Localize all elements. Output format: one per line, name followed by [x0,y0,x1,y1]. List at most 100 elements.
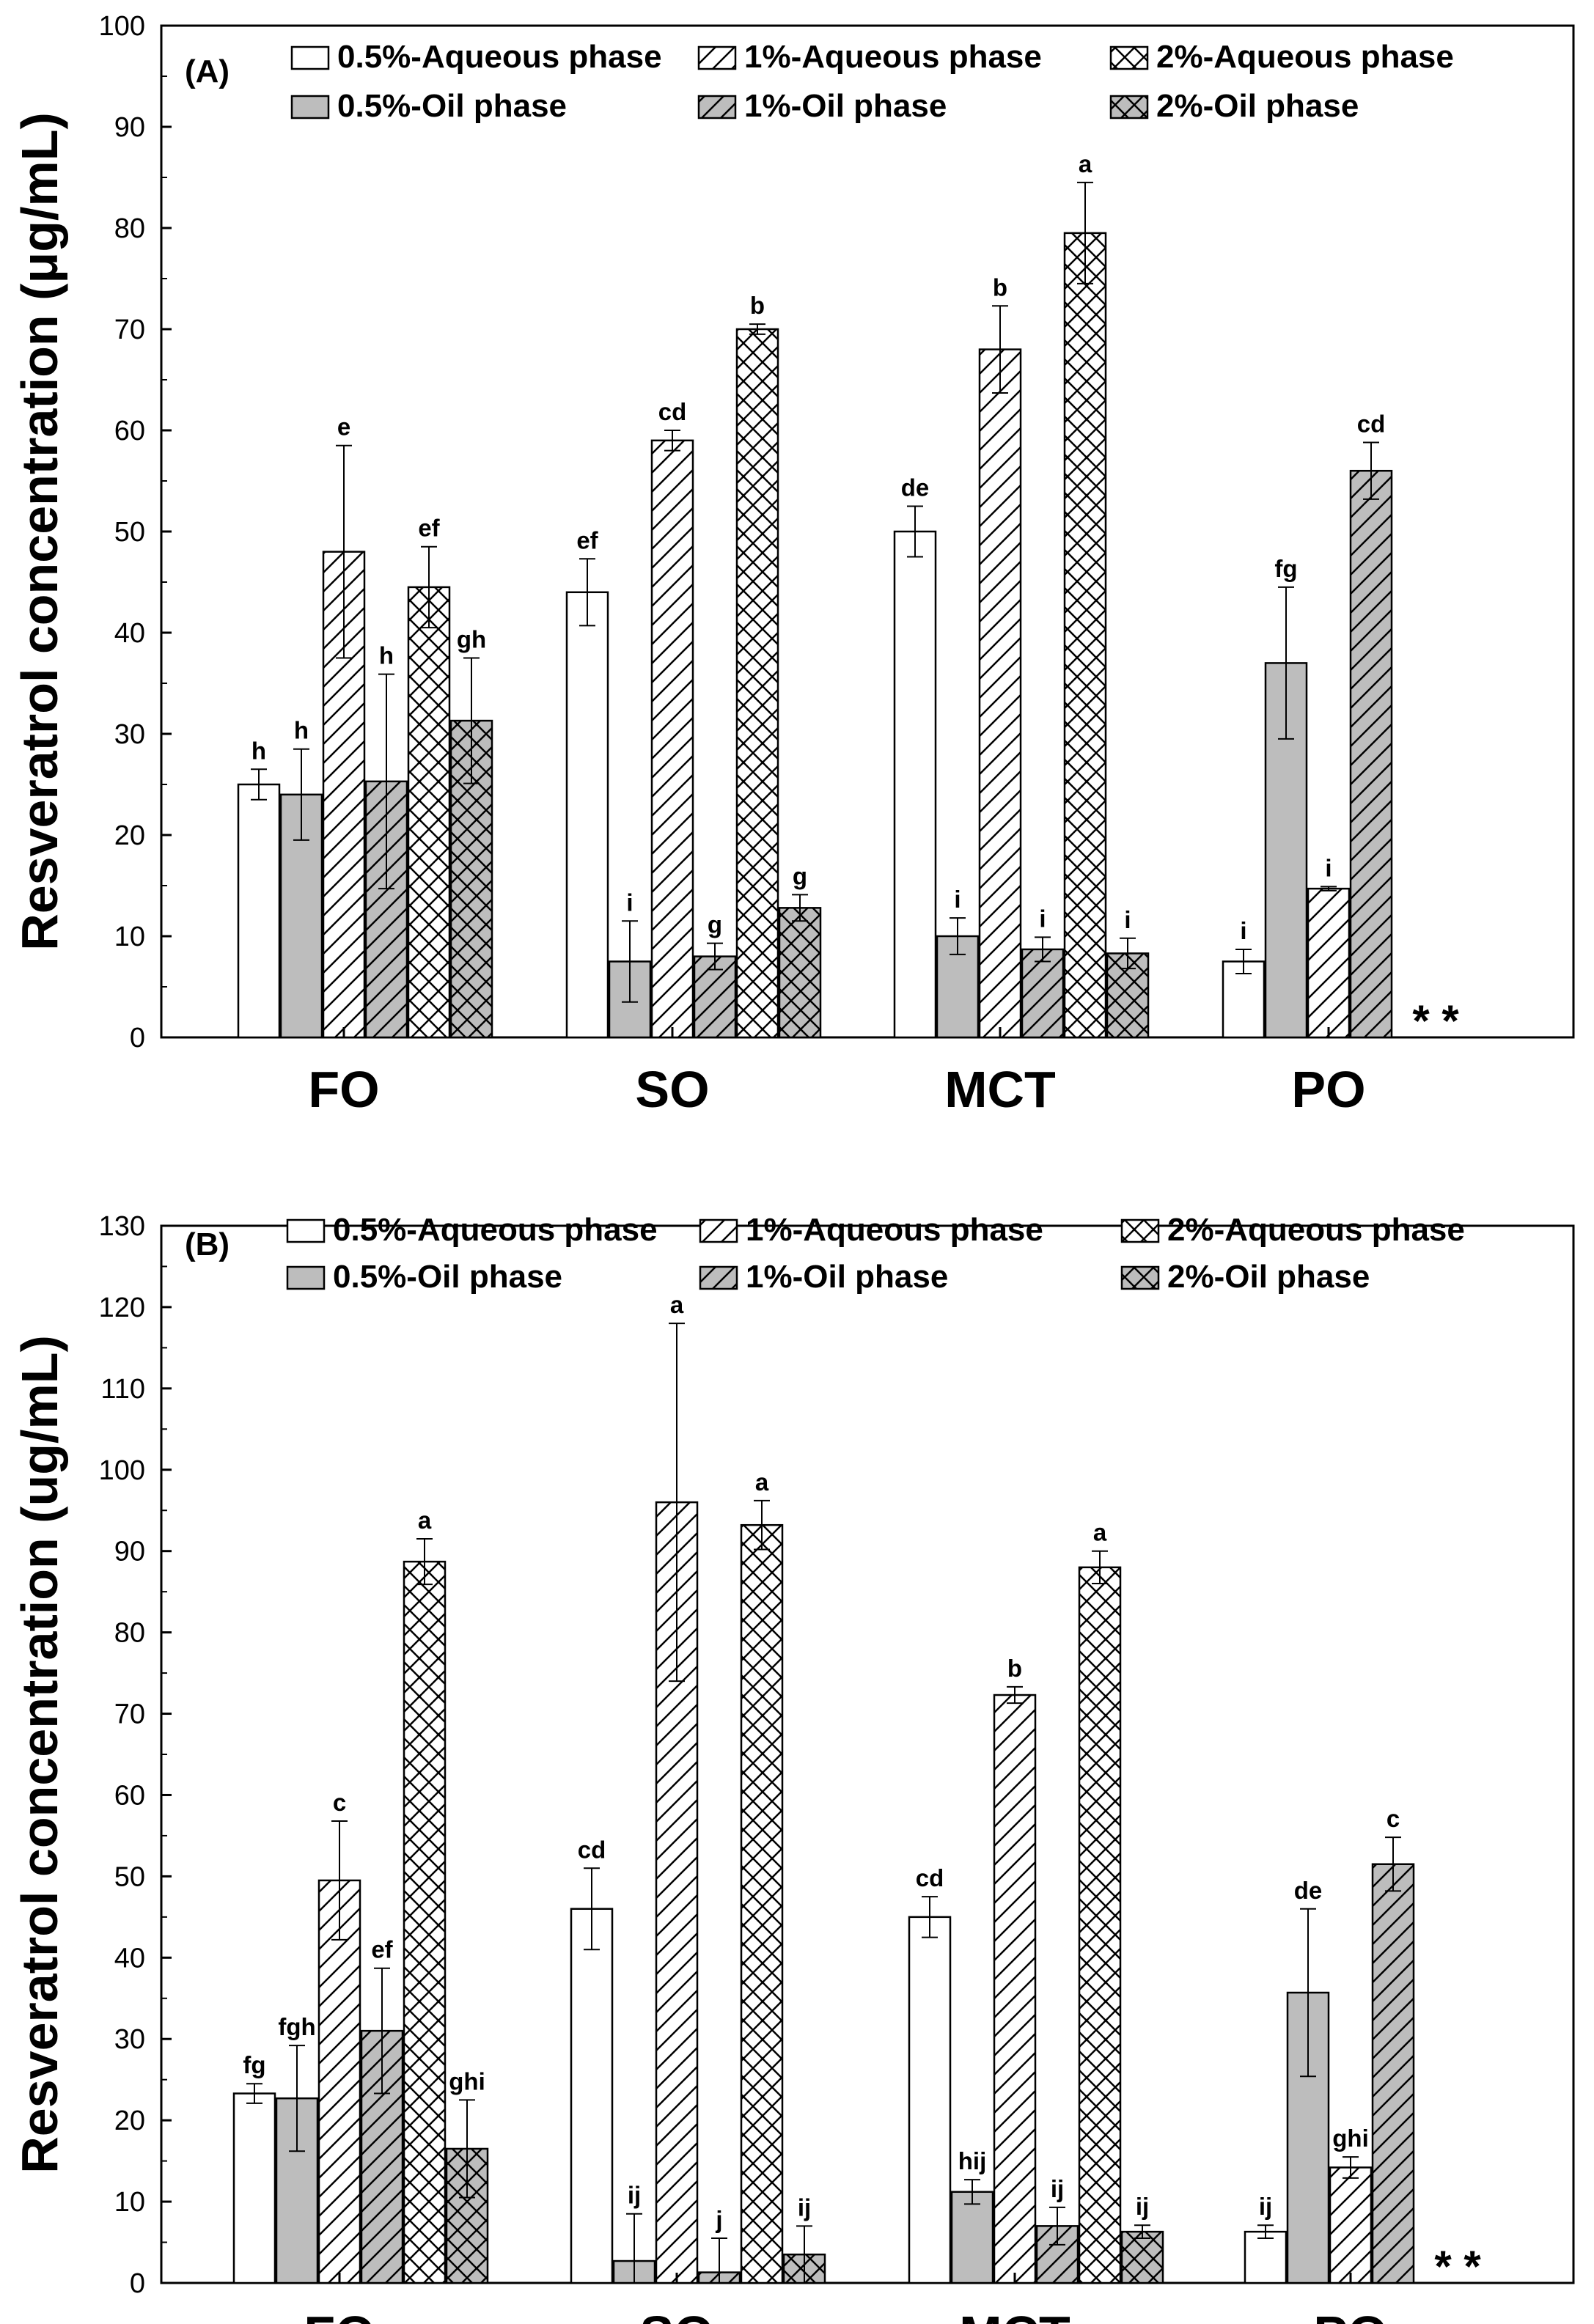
bar [317,1879,361,2284]
y-tick-label: 100 [99,1455,145,1486]
legend-swatch [699,1218,738,1243]
significance-label: a [1093,1519,1107,1546]
y-tick-label: 90 [114,112,145,143]
legend-entry: 1%-Aqueous phase [746,1212,1043,1248]
significance-label: fg [1274,555,1297,582]
significance-label: cd [1357,411,1386,438]
significance-label: i [1240,917,1246,944]
panel-label: (B) [185,1227,229,1262]
legend-entry: 2%-Aqueous phase [1167,1212,1465,1248]
y-tick-label: 70 [114,1699,145,1730]
annotation: * * [1434,2242,1481,2291]
x-category-label: MCT [944,1061,1056,1118]
legend-swatch [1109,45,1149,70]
legend-swatch [697,45,737,70]
bar [1371,1863,1415,2284]
y-tick-label: 70 [114,315,145,345]
legend-entry: 2%-Oil phase [1156,88,1359,124]
y-tick-label: 0 [130,1023,145,1053]
bar [1120,2230,1164,2284]
significance-label: a [418,1507,432,1534]
significance-label: de [901,474,930,501]
x-category-label: FO [308,1061,379,1118]
significance-label: e [337,413,350,441]
x-category-label: FO [304,2306,375,2324]
legend-swatch [1109,95,1149,119]
significance-label: cd [916,1864,944,1891]
significance-label: ij [628,2182,641,2209]
y-axis-label: Resveratrol concentration (μg/mL) [11,112,68,951]
significance-label: hij [958,2147,987,2174]
chart-panel-a: 0 10 20 30 40 50 60 70 80 90 100 Resveratrol concen… [11,11,1575,1118]
bar [978,348,1022,1039]
significance-label: a [670,1291,684,1318]
significance-label: fg [243,2051,265,2078]
y-tick-label: 60 [114,1780,145,1811]
y-tick-label: 60 [114,416,145,446]
legend-entry: 0.5%-Oil phase [333,1259,562,1295]
y-tick-label: 40 [114,618,145,649]
y-tick-label: 100 [99,11,145,42]
legend-entry: 1%-Aqueous phase [744,39,1042,75]
legend-swatch [286,1218,326,1243]
annotation: * * [1412,996,1459,1045]
bar [1063,232,1107,1039]
significance-label: i [1039,905,1046,932]
bar [570,1908,614,2284]
significance-label: ghi [1332,2125,1368,2152]
bar [1349,469,1393,1039]
x-category-label: SO [635,1061,709,1118]
x-category-label: SO [639,2306,713,2324]
significance-label: cd [578,1836,606,1863]
y-tick-label: 30 [114,719,145,750]
bar [893,530,937,1039]
significance-label: ef [576,526,598,554]
significance-label: b [993,273,1007,301]
significance-label: ef [371,1936,393,1963]
y-tick-label: 30 [114,2024,145,2055]
significance-label: b [1007,1655,1022,1682]
legend-entry: 1%-Oil phase [744,88,947,124]
bar [1329,2166,1373,2284]
significance-label: g [708,911,722,938]
y-tick-label: 10 [114,2187,145,2218]
significance-label: i [1325,854,1332,881]
significance-label: ij [798,2194,811,2221]
y-tick-label: 80 [114,213,145,244]
y-tick-label: 90 [114,1537,145,1567]
significance-label: ef [418,515,440,542]
bar [740,1523,784,2284]
legend-swatch [697,95,737,119]
significance-label: a [755,1468,769,1496]
significance-label: cd [658,398,687,425]
y-tick-label: 50 [114,517,145,548]
significance-label: ij [1259,2193,1272,2220]
significance-label: h [294,717,309,744]
panel-label: (A) [185,54,229,89]
chart-panel-b: 0 10 20 30 40 50 60 70 80 90 100 110 120 130 Resveratr… [11,1211,1575,2324]
legend-entry: 0.5%-Oil phase [337,88,567,124]
y-axis-label: Resveratrol concentration (ug/mL) [11,1335,68,2174]
legend-entry: 2%-Oil phase [1167,1259,1370,1295]
y-tick-label: 20 [114,2106,145,2136]
bar [1244,2230,1288,2284]
legend-swatch [286,1265,326,1290]
significance-label: h [379,642,394,669]
significance-label: i [626,889,633,916]
legend-swatch [290,45,330,70]
y-tick-label: 40 [114,1943,145,1974]
legend-entry: 0.5%-Aqueous phase [333,1212,658,1248]
y-tick-label: 0 [130,2268,145,2299]
y-tick-label: 130 [99,1211,145,1242]
significance-label: ij [1136,2193,1149,2220]
significance-label: g [793,862,807,889]
significance-label: fgh [278,2013,315,2040]
bar [993,1694,1037,2284]
x-category-label: MCT [959,2306,1070,2324]
legend-entry: 1%-Oil phase [746,1259,948,1295]
x-category-label: PO [1313,2306,1387,2324]
bar [1078,1566,1122,2284]
significance-label: c [333,1789,346,1816]
significance-label: gh [457,626,486,653]
